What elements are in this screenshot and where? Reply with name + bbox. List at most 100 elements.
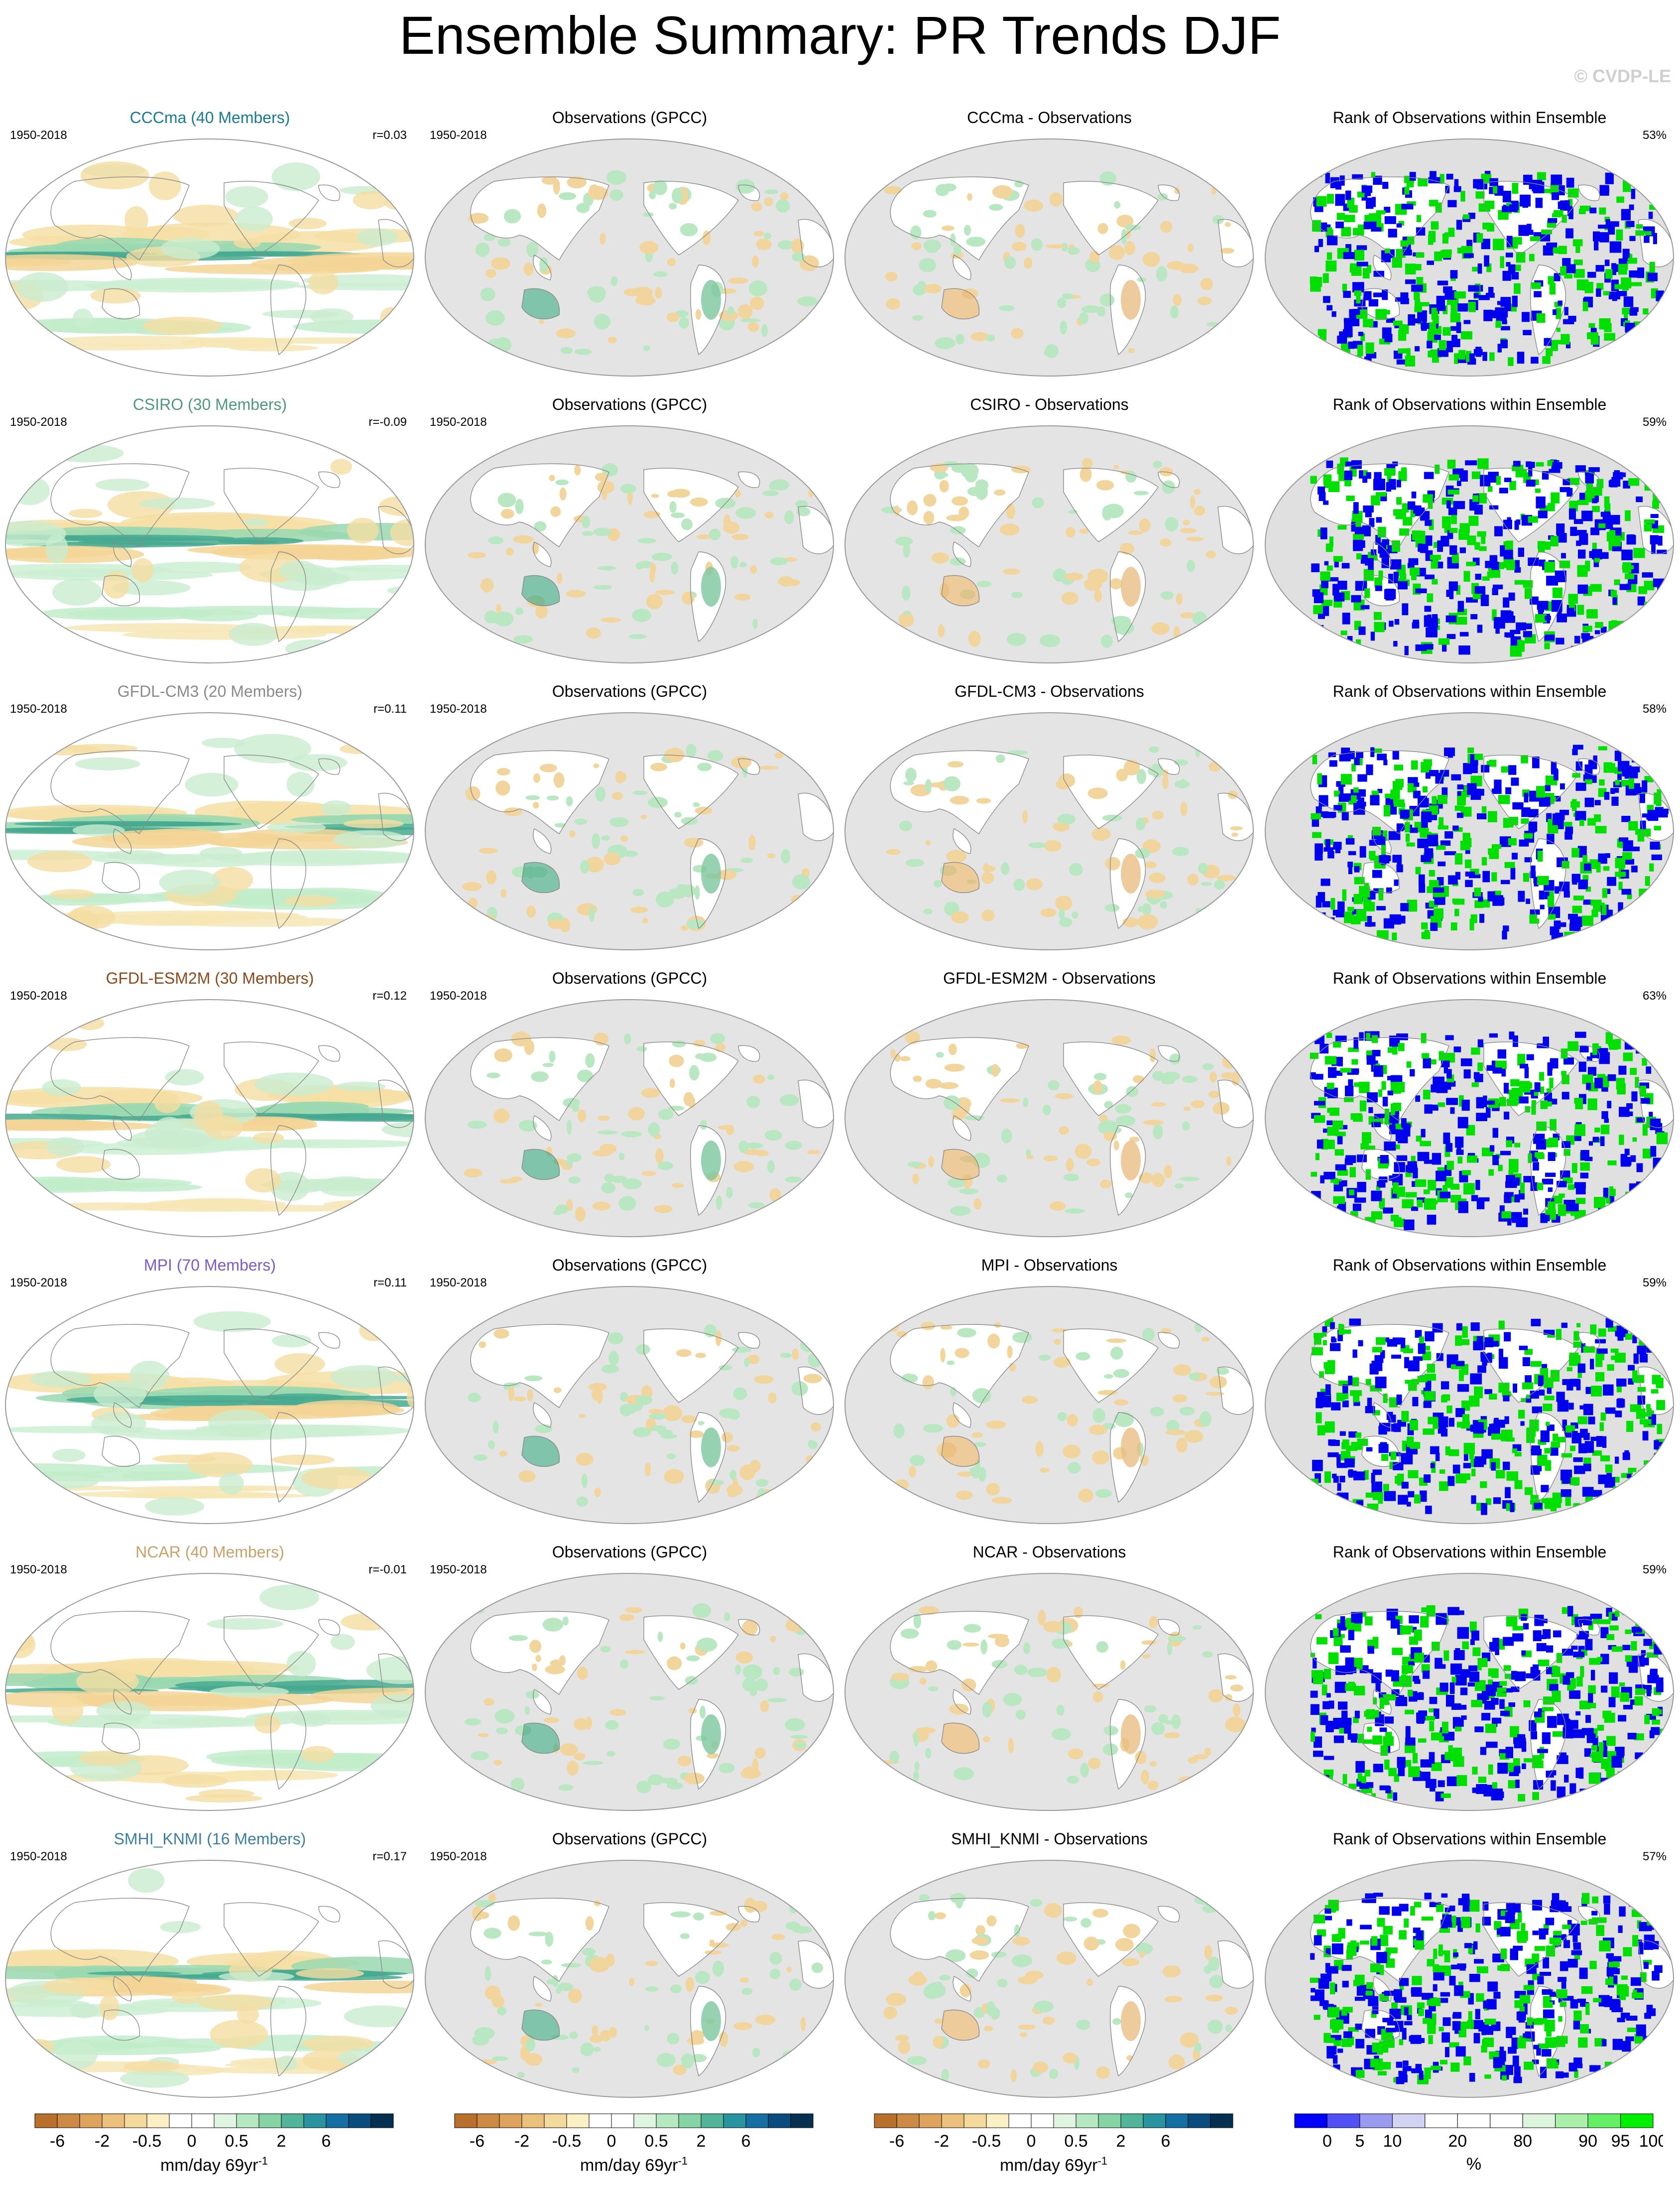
map-panel-diff: CCCma - Observations	[840, 93, 1259, 380]
globe-map	[425, 1573, 834, 1811]
colorbar-model-units: mm/day 69yr-1	[25, 2155, 403, 2175]
colorbar-swatch	[896, 2113, 920, 2128]
colorbar-swatch	[1490, 2113, 1523, 2128]
colorbar-swatch	[1008, 2113, 1032, 2128]
globe-map	[1265, 1860, 1674, 2098]
colorbar-model: -6 -2 -0.5 0 0.5 2 6 mm/day 69yr-1	[25, 2112, 403, 2182]
colorbar-tick-label: 0	[1322, 2132, 1332, 2151]
map-panel-diff: CSIRO - Observations	[840, 380, 1259, 666]
globe-map	[1265, 712, 1674, 950]
globe-map	[844, 1573, 1254, 1811]
panel-title: GFDL-CM3 - Observations	[955, 682, 1144, 700]
panel-period: 1950-2018	[10, 415, 67, 429]
colorbar-swatch	[919, 2113, 942, 2128]
colorbar-swatch	[521, 2113, 545, 2128]
map-panel-model: GFDL-CM3 (20 Members) 1950-2018 r=0.11	[0, 666, 420, 953]
colorbar-swatch	[963, 2113, 987, 2128]
rank-percent: 59%	[1642, 1563, 1667, 1576]
panel-period: 1950-2018	[10, 1563, 67, 1576]
colorbar-tick-label: 0.5	[644, 2132, 668, 2151]
colorbar-swatch	[768, 2113, 791, 2128]
colorbar-swatch	[986, 2113, 1009, 2128]
colorbar-swatch	[656, 2113, 679, 2128]
globe-map	[5, 1286, 414, 1524]
panel-title: NCAR (40 Members)	[135, 1543, 284, 1561]
colorbar-swatch	[544, 2113, 567, 2128]
panel-period: 1950-2018	[430, 1563, 487, 1576]
pattern-correlation: r=0.11	[373, 1276, 407, 1289]
colorbar-swatch	[589, 2113, 612, 2128]
colorbar-swatch	[1188, 2113, 1211, 2128]
colorbar-tick-label: -0.5	[972, 2132, 1001, 2151]
colorbar-swatch	[566, 2113, 590, 2128]
panel-period: 1950-2018	[430, 702, 487, 716]
panel-period: 1950-2018	[10, 989, 67, 1003]
panel-title: NCAR - Observations	[972, 1543, 1126, 1561]
colorbar-units-text: mm/day 69yr	[160, 2156, 258, 2175]
map-panel-model: NCAR (40 Members) 1950-2018 r=-0.01	[0, 1527, 420, 1814]
colorbar-tick-label: 0.5	[1064, 2132, 1087, 2151]
globe-map	[425, 999, 834, 1237]
panel-period: 1950-2018	[10, 1276, 67, 1289]
colorbar-swatch	[1210, 2113, 1233, 2128]
colorbar-tick-label: 0	[187, 2132, 197, 2151]
colorbar-tick-label: 100	[1639, 2132, 1663, 2151]
colorbar-swatch	[79, 2113, 103, 2128]
panel-period: 1950-2018	[10, 702, 67, 716]
panel-period: 1950-2018	[430, 415, 487, 429]
colorbar-obs-svg: -6 -2 -0.5 0 0.5 2 6	[454, 2113, 814, 2151]
colorbar-swatch	[236, 2113, 259, 2128]
colorbar-swatch	[1165, 2113, 1189, 2128]
panel-title: Rank of Observations within Ensemble	[1332, 109, 1607, 127]
colorbar-tick-label: -0.5	[132, 2132, 162, 2151]
globe-map	[1265, 999, 1674, 1237]
watermark: © CVDP-LE	[1574, 66, 1671, 86]
map-panel-diff: GFDL-ESM2M - Observations	[840, 953, 1259, 1240]
map-panel-rank: Rank of Observations within Ensemble 53%	[1260, 93, 1680, 380]
colorbar-swatch	[258, 2113, 282, 2128]
colorbar-swatch	[499, 2113, 522, 2128]
colorbar-swatch	[1098, 2113, 1121, 2128]
panel-period: 1950-2018	[430, 129, 487, 142]
panel-period: 1950-2018	[10, 129, 67, 142]
colorbar-swatch	[1031, 2113, 1054, 2128]
panel-period: 1950-2018	[10, 1850, 67, 1863]
colorbar-model-svg: -6 -2 -0.5 0 0.5 2 6	[34, 2113, 394, 2151]
map-panel-obs: Observations (GPCC) 1950-2018	[420, 1240, 840, 1527]
globe-map	[844, 999, 1254, 1237]
colorbar-tick-label: 2	[697, 2132, 706, 2151]
colorbar-swatch	[1587, 2113, 1621, 2128]
colorbar-tick-label: 0.5	[225, 2132, 248, 2151]
colorbar-units-sup: -1	[258, 2155, 268, 2167]
colorbar-swatch	[1120, 2113, 1144, 2128]
panel-period: 1950-2018	[430, 1276, 487, 1289]
colorbar-swatch	[214, 2113, 237, 2128]
panel-title: CSIRO - Observations	[970, 395, 1129, 413]
colorbar-obs: -6 -2 -0.5 0 0.5 2 6 mm/day 69yr-1	[445, 2112, 823, 2182]
colorbar-tick-label: 6	[322, 2132, 331, 2151]
pattern-correlation: r=0.11	[373, 702, 407, 716]
globe-map	[5, 1573, 414, 1811]
panel-title: Rank of Observations within Ensemble	[1332, 969, 1607, 987]
globe-map	[5, 999, 414, 1237]
colorbar-swatch	[281, 2113, 304, 2128]
map-panel-obs: Observations (GPCC) 1950-2018	[420, 1814, 840, 2101]
colorbar-units-text: mm/day 69yr	[580, 2156, 678, 2175]
colorbar-swatch	[1522, 2113, 1556, 2128]
colorbar-swatch	[370, 2113, 394, 2128]
colorbar-swatch	[723, 2113, 746, 2128]
map-panel-obs: Observations (GPCC) 1950-2018	[420, 93, 840, 380]
colorbar-swatch	[1076, 2113, 1099, 2128]
colorbar-swatch	[790, 2113, 814, 2128]
panel-title: SMHI_KNMI - Observations	[951, 1830, 1148, 1848]
colorbar-swatch	[1053, 2113, 1077, 2128]
pattern-correlation: r=-0.01	[368, 1563, 407, 1576]
globe-map	[844, 425, 1254, 663]
panel-title: Rank of Observations within Ensemble	[1332, 395, 1607, 413]
colorbar-tick-label: 6	[741, 2132, 751, 2151]
panel-title: GFDL-ESM2M (30 Members)	[106, 969, 314, 987]
colorbar-swatch	[941, 2113, 964, 2128]
globe-map	[425, 712, 834, 950]
colorbar-swatch	[1620, 2113, 1654, 2128]
map-panel-diff: GFDL-CM3 - Observations	[840, 666, 1259, 953]
